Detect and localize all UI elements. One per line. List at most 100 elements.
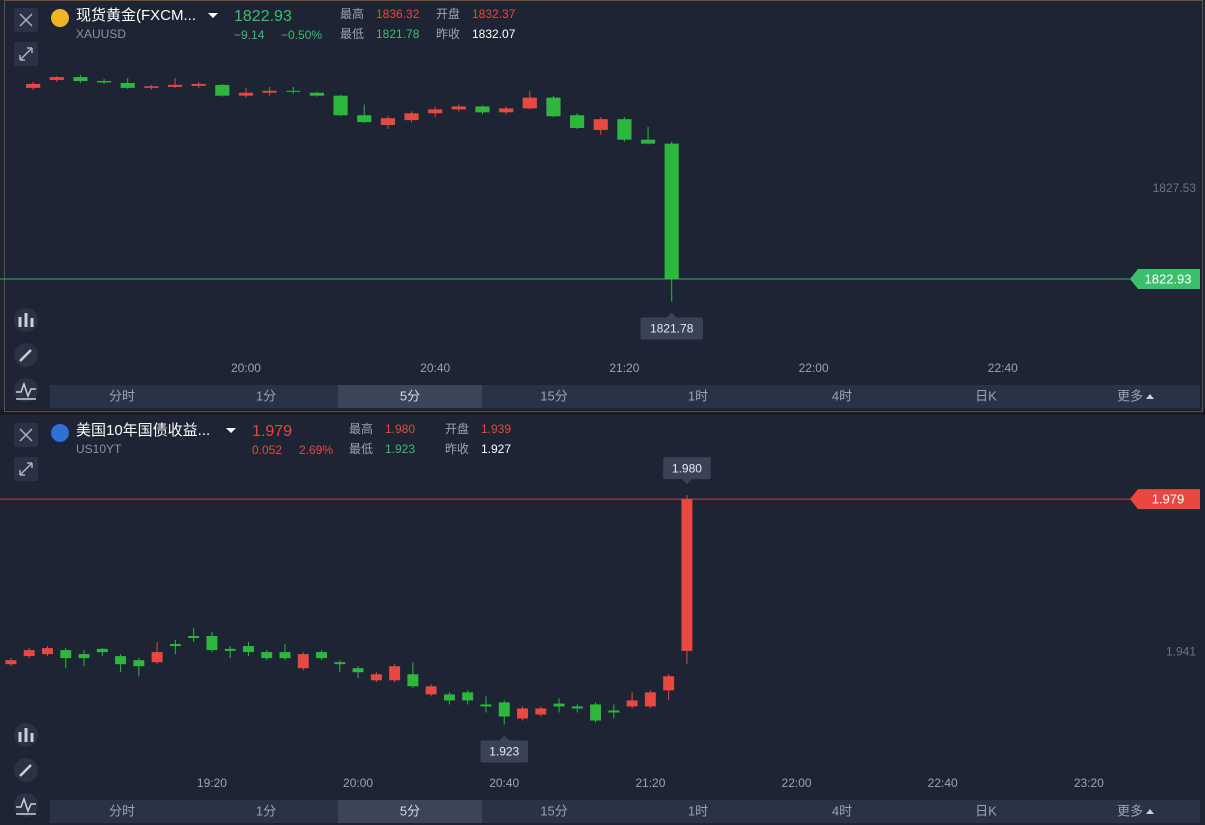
candle-body — [522, 97, 537, 109]
candle-body — [407, 674, 419, 687]
more-arrow — [1146, 809, 1154, 814]
candle-body — [188, 635, 200, 639]
tab[interactable]: 5分 — [400, 803, 420, 818]
tab[interactable]: 1时 — [688, 388, 708, 403]
close-icon — [19, 13, 33, 27]
annotation-box — [480, 740, 528, 763]
candle-body — [60, 650, 72, 659]
candle-body — [617, 119, 632, 140]
candle-body — [428, 109, 443, 114]
candle-body — [5, 660, 17, 665]
candle-body — [535, 708, 547, 715]
stat-label: 开盘 — [436, 6, 460, 21]
candle-body — [571, 706, 583, 709]
candle-body — [309, 92, 325, 96]
candle-body — [517, 708, 528, 719]
tab-active — [338, 800, 482, 823]
tab[interactable]: 4时 — [832, 803, 852, 818]
panel-background — [0, 415, 1205, 825]
candle-body — [425, 686, 437, 695]
candle-body — [334, 662, 346, 665]
symbol-name[interactable]: 现货黄金(FXCM... — [76, 7, 196, 24]
tab[interactable]: 分时 — [109, 388, 135, 403]
annotation-pointer — [681, 479, 692, 485]
stat-label: 最低 — [340, 27, 364, 41]
candle-body — [96, 648, 108, 653]
candle-body — [593, 119, 608, 130]
tab[interactable]: 5分 — [400, 388, 420, 403]
symbol-name[interactable]: 美国10年国债收益... — [76, 422, 210, 439]
candle-body — [26, 83, 41, 88]
last-price-tag — [1130, 269, 1200, 290]
tab[interactable]: 日K — [975, 388, 997, 403]
candle-body — [120, 82, 135, 88]
tab[interactable]: 日K — [975, 803, 997, 818]
change-pct: −0.50% — [281, 28, 322, 42]
candle-body — [151, 652, 163, 663]
symbol-dropdown[interactable] — [226, 428, 236, 433]
candle-body — [23, 650, 35, 657]
change-pct: 2.69% — [299, 443, 333, 457]
candle-body — [370, 674, 382, 681]
candle-body — [42, 648, 53, 655]
indicator-icon — [18, 728, 34, 742]
candle-body — [462, 692, 474, 701]
symbol-code: XAUUSD — [76, 27, 126, 41]
stat-label: 最高 — [340, 6, 364, 21]
candle-body — [316, 652, 328, 659]
candle-body — [167, 84, 183, 87]
stat-value: 1821.78 — [376, 27, 420, 41]
x-tick-label: 23:20 — [1074, 776, 1104, 790]
candle-body — [475, 106, 490, 113]
last-price-tag — [1130, 489, 1200, 510]
annotation-box — [640, 317, 703, 340]
candle-body — [96, 81, 112, 83]
stat-value: 1836.32 — [376, 7, 420, 21]
x-tick-label: 21:20 — [609, 361, 639, 375]
tab-active — [338, 385, 482, 408]
tab[interactable]: 1分 — [256, 388, 276, 403]
candle-body — [570, 115, 585, 128]
candle-body — [352, 668, 364, 673]
tab[interactable]: 更多 — [1117, 803, 1143, 818]
candle-body — [215, 84, 230, 96]
tab[interactable]: 4时 — [832, 388, 852, 403]
tab[interactable]: 1分 — [256, 803, 276, 818]
x-tick-label: 22:40 — [928, 776, 958, 790]
tab[interactable]: 分时 — [109, 803, 135, 818]
tab[interactable]: 15分 — [540, 388, 567, 403]
draw-icon — [19, 349, 32, 362]
tab[interactable]: 更多 — [1117, 388, 1143, 403]
x-tick-label: 19:20 — [197, 776, 227, 790]
tab[interactable]: 15分 — [540, 803, 567, 818]
stat-value: 1832.37 — [472, 7, 516, 21]
candle-body — [681, 499, 693, 651]
candle-body — [590, 704, 602, 721]
candle-body — [279, 652, 291, 659]
candle-body — [297, 654, 309, 669]
tab[interactable]: 1时 — [688, 803, 708, 818]
candle-body — [286, 90, 301, 92]
change: 0.052 — [252, 443, 282, 457]
candle-body — [73, 77, 88, 82]
candle-body — [115, 656, 127, 665]
change: −9.14 — [234, 28, 265, 42]
candle-body — [644, 692, 656, 707]
y-tick-label: 1.941 — [1166, 644, 1196, 658]
x-tick-label: 20:00 — [231, 361, 261, 375]
candle-body — [608, 710, 620, 713]
x-tick-label: 22:40 — [988, 361, 1018, 375]
panel-background — [0, 0, 1205, 410]
candle-body — [78, 654, 90, 659]
x-tick-label: 22:00 — [799, 361, 829, 375]
candle-body — [169, 644, 181, 647]
candle-body — [546, 97, 561, 117]
annotation-label: 1821.78 — [650, 322, 694, 336]
x-tick-label: 20:40 — [489, 776, 519, 790]
candle-body — [626, 700, 638, 707]
annotation-label: 1.980 — [672, 461, 702, 475]
candle-body — [191, 83, 206, 86]
symbol-dropdown[interactable] — [208, 13, 218, 18]
